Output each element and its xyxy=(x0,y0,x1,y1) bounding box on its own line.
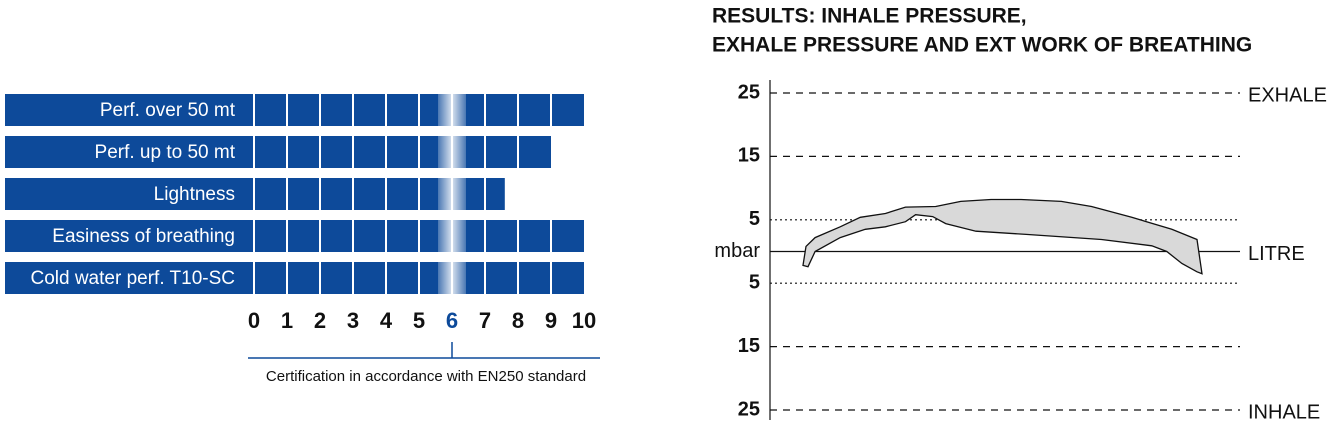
y-tick-label: 15 xyxy=(738,145,760,167)
bar-label: Lightness xyxy=(154,184,235,205)
x-tick-label: 0 xyxy=(248,308,260,333)
y-tick-label: 25 xyxy=(738,81,760,103)
x-tick-label: 4 xyxy=(380,308,393,333)
y-tick-label: mbar xyxy=(714,240,760,262)
right-label: LITRE xyxy=(1248,243,1305,265)
bar-label: Perf. over 50 mt xyxy=(100,100,236,121)
chart-title: RESULTS: INHALE PRESSURE, xyxy=(712,5,1027,28)
x-tick-label: 3 xyxy=(347,308,359,333)
highlight-band xyxy=(438,94,466,294)
x-tick-label: 5 xyxy=(413,308,425,333)
chart-title: EXHALE PRESSURE AND EXT WORK OF BREATHIN… xyxy=(712,34,1252,57)
bar xyxy=(5,94,584,126)
bar-label: Easiness of breathing xyxy=(52,226,235,247)
x-tick-label: 8 xyxy=(512,308,524,333)
bar xyxy=(5,262,584,294)
x-tick-label: 2 xyxy=(314,308,326,333)
y-tick-label: 5 xyxy=(749,271,760,293)
x-tick-label: 10 xyxy=(572,308,596,333)
y-tick-label: 15 xyxy=(738,335,760,357)
y-tick-label: 5 xyxy=(749,208,760,230)
y-tick-label: 25 xyxy=(738,398,760,420)
bar xyxy=(5,220,584,252)
x-tick-label: 7 xyxy=(479,308,491,333)
right-label: EXHALE xyxy=(1248,84,1327,106)
x-axis-label: Certification in accordance with EN250 s… xyxy=(266,368,586,385)
pressure-loop xyxy=(802,198,1203,275)
right-label: INHALE xyxy=(1248,401,1320,421)
bar xyxy=(5,136,551,168)
x-tick-label: 1 xyxy=(281,308,293,333)
x-tick-label: 6 xyxy=(446,308,458,333)
bar-label: Cold water perf. T10-SC xyxy=(30,268,235,289)
bar-label: Perf. up to 50 mt xyxy=(95,142,236,163)
x-tick-label: 9 xyxy=(545,308,557,333)
